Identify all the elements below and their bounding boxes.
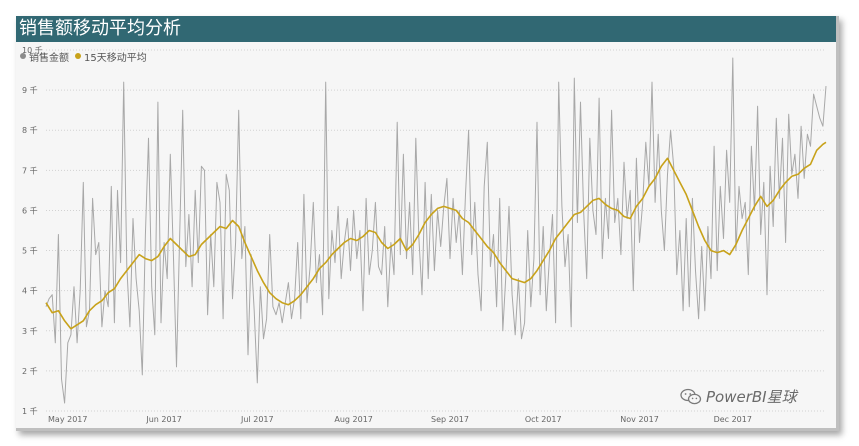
- x-tick-label: Sep 2017: [431, 415, 469, 424]
- x-tick-label: Dec 2017: [714, 415, 752, 424]
- y-tick-label: 4 千: [22, 286, 38, 296]
- legend: 销售金额 15天移动平均: [20, 48, 153, 64]
- y-tick-label: 7 千: [22, 165, 38, 175]
- line-chart: 1 千 2 千 3 千 4 千 5 千 6 千 7 千 8 千 9 千 10 千 May 2017 J…: [22, 45, 827, 424]
- watermark-text: PowerBI星球: [706, 388, 797, 406]
- y-tick-label: 10 千: [22, 45, 43, 55]
- series-line-moving-average: [45, 141, 827, 330]
- y-tick-label: 5 千: [22, 246, 38, 256]
- x-tick-label: May 2017: [48, 415, 87, 424]
- x-tick-label: Jun 2017: [145, 415, 181, 424]
- chart-title: 销售额移动平均分析: [19, 18, 181, 39]
- y-tick-label: 9 千: [22, 85, 38, 95]
- y-tick-label: 8 千: [22, 125, 38, 135]
- y-tick-label: 3 千: [22, 326, 38, 336]
- legend-item-sales[interactable]: 销售金额: [20, 49, 69, 64]
- wechat-icon: [680, 388, 702, 404]
- chart-card: 销售额移动平均分析 销售金额 15天移动平均 1 千 2 千 3 千 4 千 5 千 6 …: [16, 16, 839, 431]
- title-bar: 销售额移动平均分析: [16, 16, 836, 42]
- x-tick-label: Aug 2017: [334, 415, 373, 424]
- legend-dot-moving-average: [75, 53, 81, 59]
- x-tick-label: Jul 2017: [240, 415, 274, 424]
- watermark: PowerBI星球: [680, 386, 797, 407]
- x-tick-label: Oct 2017: [525, 415, 562, 424]
- legend-dot-sales: [20, 53, 26, 59]
- series-line-sales: [45, 57, 827, 404]
- y-tick-label: 2 千: [22, 366, 38, 376]
- legend-item-moving-average[interactable]: 15天移动平均: [75, 49, 147, 64]
- y-tick-label: 6 千: [22, 205, 38, 215]
- legend-label-moving-average: 15天移动平均: [84, 52, 147, 64]
- legend-label-sales: 销售金额: [29, 52, 69, 64]
- x-tick-label: Nov 2017: [620, 415, 659, 424]
- y-tick-label: 1 千: [22, 406, 38, 416]
